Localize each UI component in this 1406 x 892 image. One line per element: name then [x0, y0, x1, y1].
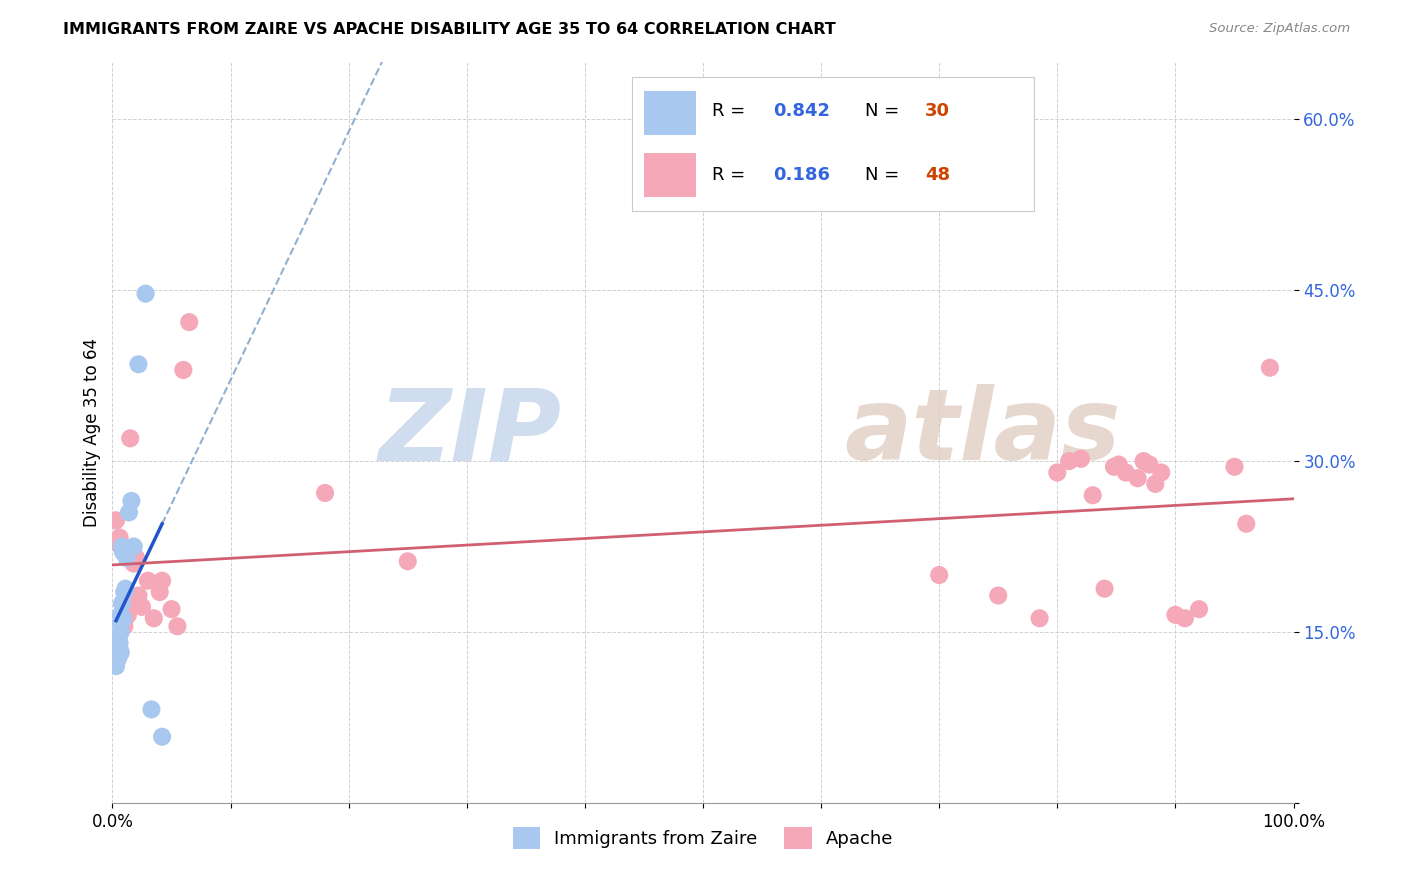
Point: [105, 648, 128, 662]
Point: [1115, 466, 1137, 480]
Point: [1164, 607, 1187, 622]
Point: [125, 550, 148, 565]
Point: [107, 632, 129, 647]
Point: [108, 627, 131, 641]
Point: [396, 554, 419, 568]
Point: [120, 431, 142, 445]
Point: [1057, 454, 1080, 468]
Point: [1070, 451, 1092, 466]
Point: [314, 486, 336, 500]
Point: [114, 582, 136, 596]
Point: [108, 648, 131, 662]
Y-axis label: Disability Age 35 to 64: Disability Age 35 to 64: [83, 338, 101, 527]
Point: [111, 540, 134, 554]
Point: [117, 607, 139, 622]
Point: [127, 357, 149, 371]
Point: [135, 286, 157, 301]
Point: [1144, 476, 1167, 491]
Point: [1258, 360, 1281, 375]
Point: [111, 615, 134, 630]
Point: [122, 540, 145, 554]
Point: [150, 730, 173, 744]
Point: [1094, 582, 1116, 596]
Point: [150, 574, 173, 588]
Point: [1102, 459, 1125, 474]
Point: [1126, 471, 1149, 485]
Point: [122, 557, 145, 571]
Point: [142, 611, 165, 625]
Point: [107, 536, 129, 550]
Point: [112, 611, 135, 625]
Point: [1046, 466, 1069, 480]
Point: [1234, 516, 1257, 531]
Point: [107, 639, 129, 653]
Point: [1223, 459, 1246, 474]
Point: [105, 659, 128, 673]
Point: [166, 619, 188, 633]
Point: [928, 568, 950, 582]
Point: [105, 513, 128, 527]
Point: [108, 636, 131, 650]
Point: [149, 585, 172, 599]
Point: [110, 607, 132, 622]
Point: [110, 540, 132, 554]
Point: [108, 530, 131, 544]
Point: [120, 597, 142, 611]
Point: [1108, 458, 1130, 472]
Point: [1139, 458, 1161, 472]
Text: atlas: atlas: [845, 384, 1121, 481]
Point: [127, 589, 149, 603]
Text: ZIP: ZIP: [378, 384, 561, 481]
Point: [114, 611, 136, 625]
Point: [110, 645, 132, 659]
Point: [107, 650, 129, 665]
Point: [1132, 454, 1154, 468]
Point: [111, 614, 134, 628]
Point: [105, 653, 128, 667]
Point: [112, 611, 135, 625]
Text: Source: ZipAtlas.com: Source: ZipAtlas.com: [1209, 22, 1350, 36]
Point: [107, 644, 129, 658]
Point: [112, 545, 135, 559]
Point: [1081, 488, 1104, 502]
Point: [115, 550, 138, 565]
Point: [1150, 466, 1173, 480]
Point: [108, 642, 131, 657]
Point: [987, 589, 1010, 603]
Point: [136, 574, 159, 588]
Point: [112, 585, 135, 599]
Point: [131, 599, 153, 614]
Point: [111, 597, 134, 611]
Point: [115, 597, 138, 611]
Point: [110, 624, 132, 639]
Point: [110, 615, 132, 630]
Point: [179, 315, 201, 329]
Point: [120, 494, 142, 508]
Point: [118, 505, 141, 519]
Point: [160, 602, 183, 616]
Point: [112, 619, 135, 633]
Point: [172, 363, 194, 377]
Text: IMMIGRANTS FROM ZAIRE VS APACHE DISABILITY AGE 35 TO 64 CORRELATION CHART: IMMIGRANTS FROM ZAIRE VS APACHE DISABILI…: [63, 22, 837, 37]
Point: [1174, 611, 1197, 625]
Point: [1028, 611, 1050, 625]
Legend: Immigrants from Zaire, Apache: Immigrants from Zaire, Apache: [505, 821, 901, 856]
Point: [141, 702, 163, 716]
Point: [1188, 602, 1211, 616]
